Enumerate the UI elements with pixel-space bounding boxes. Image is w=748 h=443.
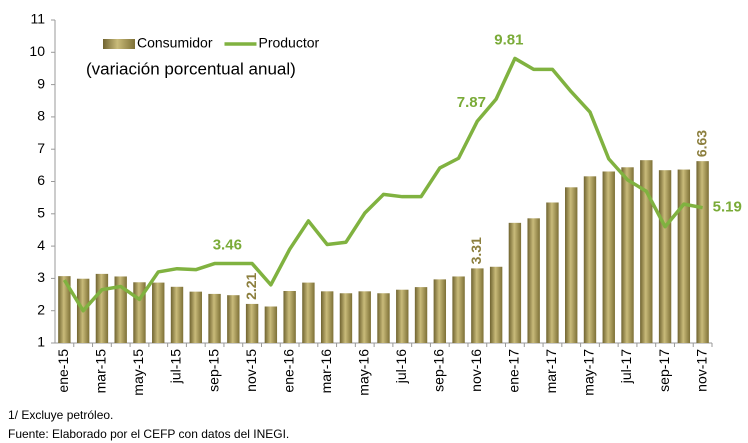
bar	[565, 187, 578, 343]
x-tick-label: nov-15	[243, 349, 259, 392]
data-label: 6.63	[693, 130, 709, 157]
bar	[227, 295, 240, 343]
x-tick-label: mar-16	[318, 349, 334, 394]
chart-subtitle: (variación porcentual anual)	[86, 59, 296, 78]
bar	[396, 289, 409, 343]
y-tick-label: 5	[37, 205, 45, 221]
data-label: 9.81	[494, 31, 523, 48]
y-tick-label: 1	[37, 334, 45, 350]
bar	[302, 282, 315, 343]
bar	[602, 171, 615, 343]
bar	[640, 160, 653, 343]
y-tick-label: 8	[37, 108, 45, 124]
data-label: 5.19	[713, 199, 742, 216]
bar	[452, 276, 465, 343]
data-label: 3.31	[468, 237, 484, 264]
x-tick-label: sep-15	[205, 349, 221, 392]
legend-swatch	[103, 39, 135, 49]
x-tick-label: mar-17	[543, 349, 559, 394]
y-tick-label: 2	[37, 301, 45, 317]
bar	[658, 170, 672, 343]
data-label: 3.46	[213, 237, 242, 254]
line	[62, 56, 703, 313]
legend-label: Consumidor	[137, 35, 213, 51]
bar	[489, 266, 503, 343]
legend-label: Productor	[258, 35, 319, 51]
x-tick-label: ene-17	[506, 349, 522, 393]
bar	[471, 268, 484, 343]
bar	[583, 176, 597, 343]
x-tick-label: ene-15	[55, 349, 71, 393]
bar	[677, 169, 691, 343]
note: 1/ Excluye petróleo.	[8, 408, 113, 422]
bar	[433, 279, 447, 343]
bar	[696, 161, 709, 343]
y-tick-label: 6	[37, 172, 45, 188]
bar	[245, 303, 259, 343]
bar	[377, 293, 390, 343]
y-tick-label: 10	[29, 43, 45, 59]
y-tick-label: 9	[37, 75, 45, 91]
bar	[58, 276, 71, 343]
bar	[414, 287, 428, 343]
bar	[283, 290, 296, 343]
bar	[95, 273, 109, 343]
x-tick-label: ene-16	[280, 349, 296, 393]
x-tick-label: may-17	[581, 349, 597, 396]
bar	[170, 286, 184, 343]
bar	[320, 291, 334, 343]
bar	[621, 167, 634, 343]
x-tick-label: nov-17	[693, 349, 709, 392]
x-tick-label: mar-15	[93, 349, 109, 394]
bar	[546, 202, 559, 343]
bar	[189, 291, 202, 343]
bar	[358, 291, 371, 343]
bar	[508, 222, 522, 343]
bar	[114, 276, 127, 343]
x-tick-label: may-15	[130, 349, 146, 396]
note: Fuente: Elaborado por el CEFP con datos …	[8, 427, 289, 441]
y-tick-label: 7	[37, 140, 45, 156]
x-tick-label: sep-17	[656, 349, 672, 392]
x-tick-label: jul-15	[168, 349, 184, 384]
y-tick-label: 3	[37, 269, 45, 285]
bar	[152, 282, 165, 343]
data-label: 2.21	[243, 272, 259, 299]
bar	[264, 306, 278, 343]
bar	[208, 293, 221, 343]
x-tick-label: nov-16	[468, 349, 484, 392]
data-label: 7.87	[457, 94, 486, 111]
bar	[339, 293, 353, 343]
x-tick-label: jul-17	[618, 349, 634, 384]
x-tick-label: jul-16	[393, 349, 409, 384]
x-tick-label: sep-16	[431, 349, 447, 392]
y-tick-label: 11	[30, 11, 45, 27]
bar	[527, 218, 540, 343]
x-tick-label: may-16	[355, 349, 371, 396]
y-tick-label: 4	[37, 237, 45, 253]
